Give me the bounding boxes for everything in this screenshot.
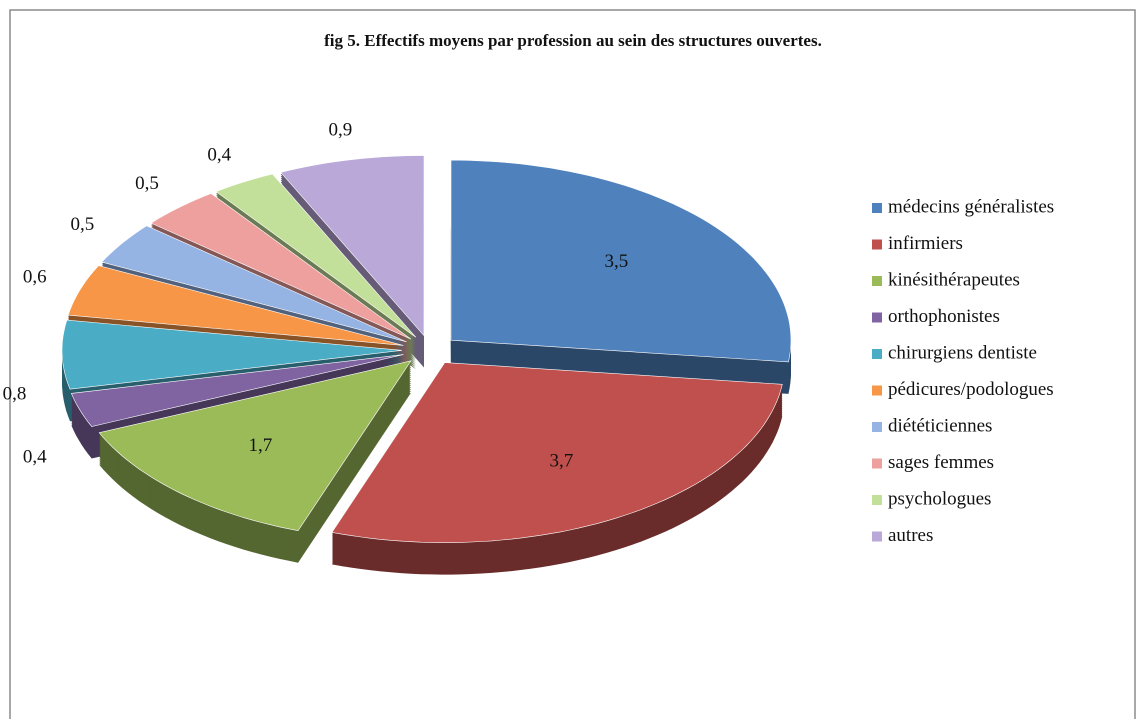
legend-swatch xyxy=(872,422,882,432)
slice xyxy=(61,319,403,390)
legend-label: médecins généralistes xyxy=(888,196,1054,217)
slice xyxy=(331,362,783,543)
slice xyxy=(215,173,417,338)
legend-swatch xyxy=(872,312,882,323)
data-label: 0,5 xyxy=(135,173,159,194)
legend-swatch xyxy=(872,531,882,542)
slice xyxy=(70,354,404,427)
legend-swatch xyxy=(872,239,882,250)
legend-label: diététiciennes xyxy=(888,415,992,436)
legend-label: orthophonistes xyxy=(888,306,1000,327)
slice xyxy=(280,155,425,337)
legend-label: pédicures/podologues xyxy=(888,379,1054,400)
slice xyxy=(98,360,412,532)
data-label: 0,4 xyxy=(207,145,231,166)
legend-label: autres xyxy=(888,525,933,546)
data-label: 0,4 xyxy=(23,446,47,467)
data-label: 0,9 xyxy=(328,120,352,141)
legend-swatch xyxy=(872,385,882,396)
slice xyxy=(101,225,407,343)
slice xyxy=(150,193,412,340)
chart-title: fig 5. Effectifs moyens par profession a… xyxy=(324,31,822,50)
data-label: 0,6 xyxy=(23,266,47,287)
legend-swatch xyxy=(872,276,882,286)
legend-swatch xyxy=(872,203,882,213)
legend-swatch xyxy=(872,349,882,359)
data-label: 3,7 xyxy=(550,450,574,471)
data-label: 1,7 xyxy=(249,435,273,456)
data-label: 3,5 xyxy=(605,251,629,272)
legend-label: infirmiers xyxy=(888,233,963,254)
data-label: 0,8 xyxy=(3,384,27,405)
data-label: 0,5 xyxy=(70,214,94,235)
legend-label: psychologues xyxy=(888,488,991,509)
slice xyxy=(67,265,404,346)
legend-swatch xyxy=(872,495,882,505)
legend-swatch xyxy=(872,458,882,469)
legend-label: sages femmes xyxy=(888,452,994,473)
legend-label: chirurgiens dentiste xyxy=(888,342,1037,363)
slice xyxy=(450,159,792,363)
legend-label: kinésithérapeutes xyxy=(888,269,1020,290)
